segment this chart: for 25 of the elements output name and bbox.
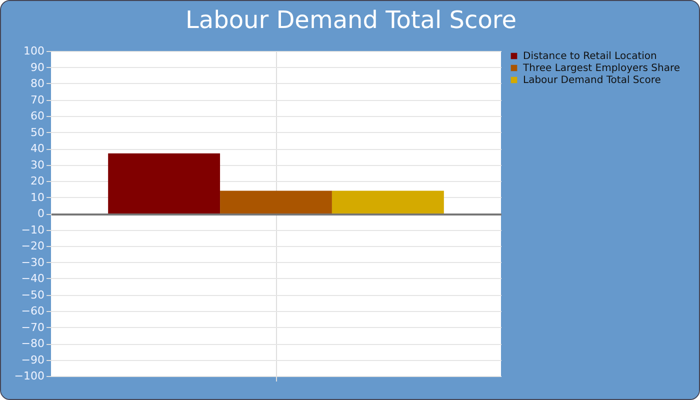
y-tick-label: −90	[21, 353, 44, 366]
y-tick-label: −50	[21, 288, 44, 302]
y-tick-label: −80	[21, 337, 44, 350]
y-tick-label: 30	[30, 158, 44, 172]
y-tick-label: 50	[30, 126, 44, 139]
y-tick-label: 60	[30, 110, 44, 122]
y-tick-label: −20	[21, 240, 44, 252]
y-tick-label: 100	[24, 44, 44, 58]
y-tick-label: −70	[21, 320, 44, 334]
y-tick-label: −30	[21, 256, 44, 269]
y-tick-label: 70	[30, 93, 44, 106]
legend-label: Three Largest Employers Share	[522, 63, 680, 74]
y-tick-label: −60	[21, 304, 44, 318]
y-tick-label: 40	[30, 142, 44, 155]
legend-label: Labour Demand Total Score	[523, 75, 661, 86]
y-tick-label: 80	[30, 77, 44, 90]
y-tick-label: −10	[21, 223, 44, 236]
y-tick-label: 0	[38, 207, 44, 220]
legend-label: Distance to Retail Location	[523, 51, 657, 62]
y-tick-label: 20	[30, 174, 44, 188]
chart-title: Labour Demand Total Score	[185, 6, 517, 34]
y-tick-label: 10	[30, 190, 44, 204]
y-tick-label: 90	[30, 60, 44, 74]
y-tick-label: −100	[14, 370, 44, 382]
y-tick-label: −40	[21, 272, 44, 285]
